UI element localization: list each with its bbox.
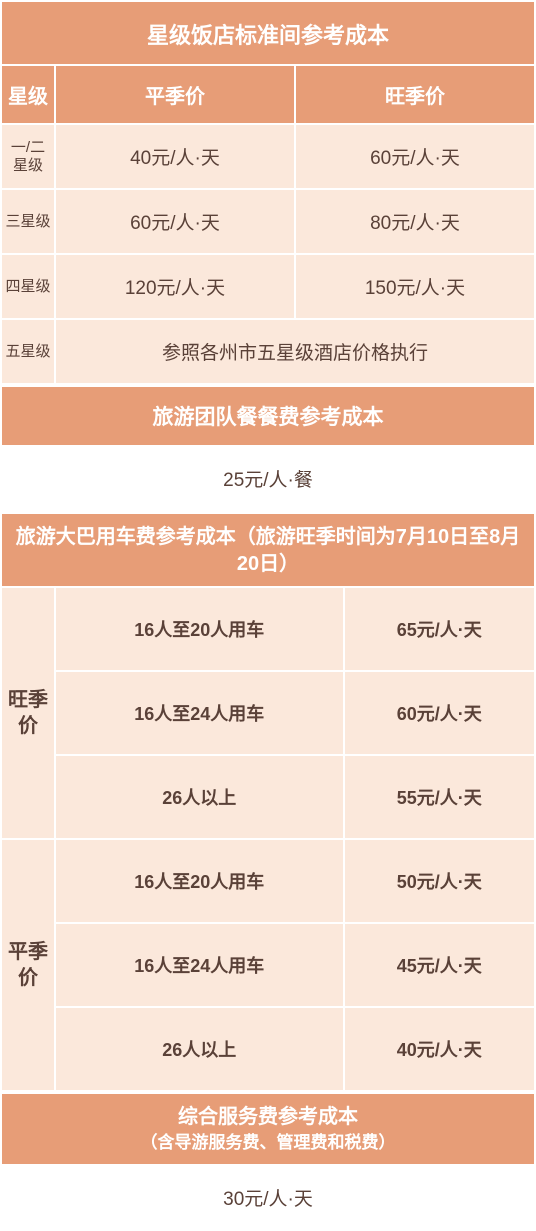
bus-price: 40元/人·天 xyxy=(344,1007,535,1091)
hotel-peak: 150元/人·天 xyxy=(295,254,535,319)
service-header: 综合服务费参考成本 （含导游服务费、管理费和税费） xyxy=(1,1093,535,1165)
table-row: 16人至24人用车 60元/人·天 xyxy=(1,671,535,755)
bus-title: 旅游大巴用车费参考成本（旅游旺季时间为7月10日至8月20日） xyxy=(1,513,535,587)
hotel-star: 四星级 xyxy=(1,254,55,319)
bus-cap: 16人至24人用车 xyxy=(55,671,344,755)
bus-peak-label: 旺季价 xyxy=(1,587,55,839)
bus-cap: 26人以上 xyxy=(55,755,344,839)
service-subtitle: （含导游服务费、管理费和税费） xyxy=(2,1132,534,1164)
hotel-star: 五星级 xyxy=(1,319,55,384)
table-row: 平季价 16人至20人用车 50元/人·天 xyxy=(1,839,535,923)
bus-price: 60元/人·天 xyxy=(344,671,535,755)
table-row: 五星级 参照各州市五星级酒店价格执行 xyxy=(1,319,535,384)
hotel-five-note: 参照各州市五星级酒店价格执行 xyxy=(55,319,535,384)
table-row: 四星级 120元/人·天 150元/人·天 xyxy=(1,254,535,319)
table-row: 26人以上 55元/人·天 xyxy=(1,755,535,839)
hotel-col-off: 平季价 xyxy=(55,65,295,124)
meal-table: 旅游团队餐餐费参考成本 25元/人·餐 xyxy=(0,385,536,512)
table-row: 三星级 60元/人·天 80元/人·天 xyxy=(1,189,535,254)
hotel-col-star: 星级 xyxy=(1,65,55,124)
hotel-star: 一/二星级 xyxy=(1,124,55,189)
hotel-off: 120元/人·天 xyxy=(55,254,295,319)
bus-cap: 16人至20人用车 xyxy=(55,839,344,923)
hotel-off: 40元/人·天 xyxy=(55,124,295,189)
bus-cap: 16人至20人用车 xyxy=(55,587,344,671)
table-row: 旺季价 16人至20人用车 65元/人·天 xyxy=(1,587,535,671)
service-table: 综合服务费参考成本 （含导游服务费、管理费和税费） 30元/人·天 xyxy=(0,1092,536,1231)
bus-price: 45元/人·天 xyxy=(344,923,535,1007)
meal-title: 旅游团队餐餐费参考成本 xyxy=(1,386,535,446)
service-title: 综合服务费参考成本 xyxy=(2,1094,534,1132)
bus-price: 65元/人·天 xyxy=(344,587,535,671)
bus-price: 55元/人·天 xyxy=(344,755,535,839)
hotel-peak: 80元/人·天 xyxy=(295,189,535,254)
pricing-tables: 星级饭店标准间参考成本 星级 平季价 旺季价 一/二星级 40元/人·天 60元… xyxy=(0,0,536,1231)
table-row: 26人以上 40元/人·天 xyxy=(1,1007,535,1091)
bus-cap: 26人以上 xyxy=(55,1007,344,1091)
hotel-off: 60元/人·天 xyxy=(55,189,295,254)
hotel-star: 三星级 xyxy=(1,189,55,254)
table-row: 16人至24人用车 45元/人·天 xyxy=(1,923,535,1007)
table-row: 一/二星级 40元/人·天 60元/人·天 xyxy=(1,124,535,189)
hotel-title: 星级饭店标准间参考成本 xyxy=(1,1,535,65)
bus-price: 50元/人·天 xyxy=(344,839,535,923)
bus-cap: 16人至24人用车 xyxy=(55,923,344,1007)
service-value: 30元/人·天 xyxy=(1,1165,535,1230)
hotel-col-peak: 旺季价 xyxy=(295,65,535,124)
hotel-peak: 60元/人·天 xyxy=(295,124,535,189)
hotel-table: 星级饭店标准间参考成本 星级 平季价 旺季价 一/二星级 40元/人·天 60元… xyxy=(0,0,536,385)
meal-value: 25元/人·餐 xyxy=(1,446,535,511)
bus-table: 旅游大巴用车费参考成本（旅游旺季时间为7月10日至8月20日） 旺季价 16人至… xyxy=(0,512,536,1092)
bus-off-label: 平季价 xyxy=(1,839,55,1091)
